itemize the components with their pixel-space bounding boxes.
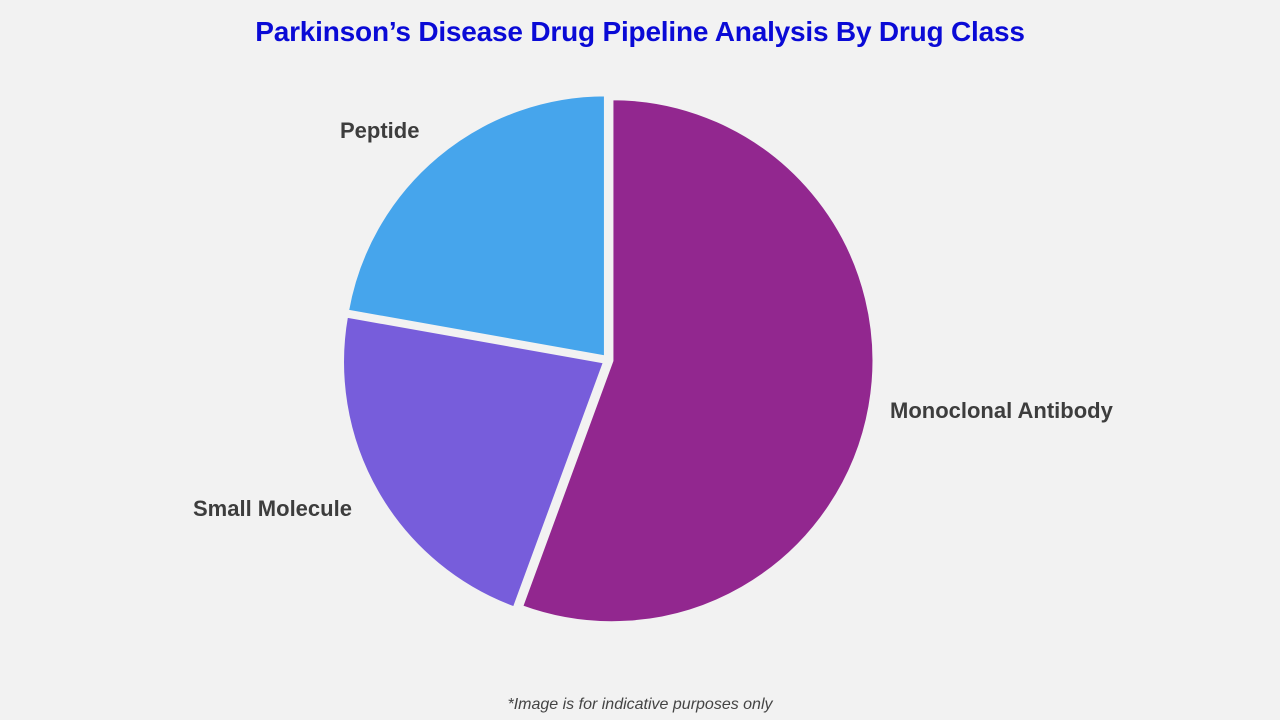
- pie-slice-monoclonal-antibody: [519, 97, 876, 625]
- label-small-molecule: Small Molecule: [193, 496, 352, 521]
- pie-slice-small-molecule: [341, 314, 607, 610]
- pie-slice-peptide: [345, 93, 607, 359]
- footnote: *Image is for indicative purposes only: [507, 696, 773, 713]
- label-monoclonal-antibody: Monoclonal Antibody: [890, 398, 1113, 423]
- label-peptide: Peptide: [340, 118, 420, 143]
- chart-title: Parkinson’s Disease Drug Pipeline Analys…: [255, 16, 1025, 47]
